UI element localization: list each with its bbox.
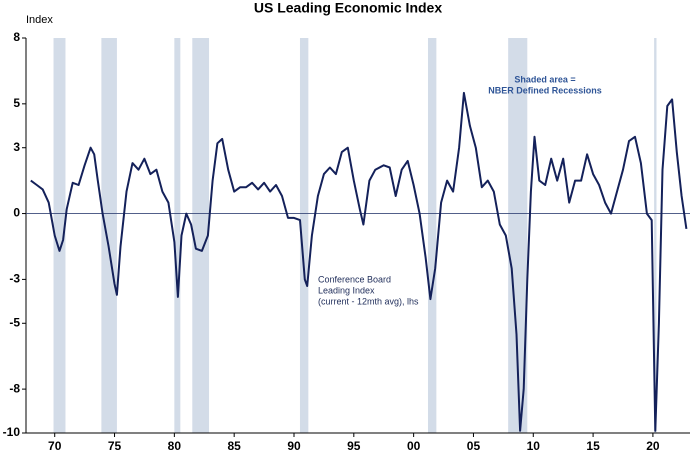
x-tick-label: 20 [646, 439, 660, 453]
annotation: Conference Board [318, 274, 391, 284]
x-tick-label: 75 [108, 439, 122, 453]
x-tick-label: 10 [527, 439, 541, 453]
annotation: (current - 12mth avg), lhs [318, 296, 419, 306]
x-tick-label: 00 [407, 439, 421, 453]
y-tick-label: 0 [13, 206, 20, 220]
y-tick-label: -3 [9, 272, 20, 286]
annotation: Shaded area = [514, 74, 575, 84]
x-tick-label: 95 [347, 439, 361, 453]
x-tick-label: 15 [586, 439, 600, 453]
y-axis-label: Index [26, 14, 53, 26]
recession-band [174, 38, 181, 433]
recession-band [508, 38, 528, 433]
recession-band [654, 38, 657, 433]
recession-band [53, 38, 66, 433]
y-tick-label: -5 [9, 315, 20, 329]
chart-title: US Leading Economic Index [254, 0, 442, 16]
y-tick-label: 5 [13, 96, 20, 110]
recession-band [101, 38, 117, 433]
y-tick-label: 3 [13, 140, 20, 154]
recession-band [299, 38, 309, 433]
x-tick-label: 05 [467, 439, 481, 453]
x-tick-label: 85 [227, 439, 241, 453]
x-tick-label: 70 [48, 439, 62, 453]
recession-band [192, 38, 210, 433]
annotation: Leading Index [318, 285, 375, 295]
annotation: NBER Defined Recessions [488, 85, 602, 95]
y-tick-label: 8 [13, 30, 20, 44]
x-tick-label: 90 [287, 439, 301, 453]
series-line [30, 91, 688, 432]
recession-band [427, 38, 437, 433]
y-tick-label: -8 [9, 381, 20, 395]
x-tick-label: 80 [168, 439, 182, 453]
y-tick-label: -10 [3, 425, 21, 439]
